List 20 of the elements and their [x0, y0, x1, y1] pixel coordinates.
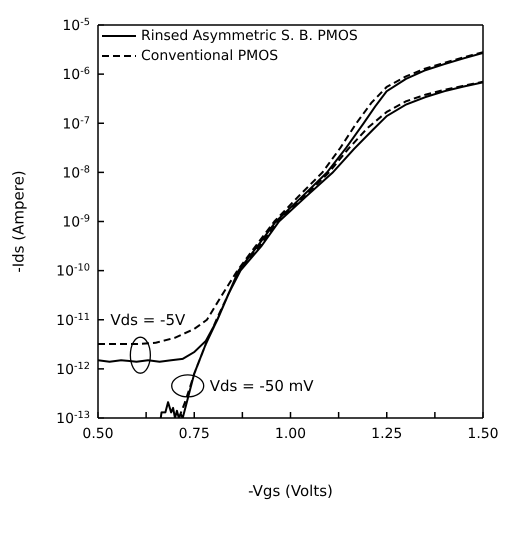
x-tick-label: 0.50 — [82, 426, 114, 442]
y-tick-label: 10$^{-13}$ — [56, 410, 90, 427]
y-tick-label: 10$^{-11}$ — [56, 311, 90, 329]
y-axis-title: -Ids (Ampere) — [9, 170, 28, 273]
y-tick-label: 10$^{-8}$ — [62, 164, 90, 182]
y-tick-label: 10$^{-12}$ — [56, 360, 90, 378]
x-tick-label: 1.25 — [371, 426, 402, 442]
legend-label: Conventional PMOS — [141, 47, 278, 66]
legend-label: Rinsed Asymmetric S. B. PMOS — [141, 27, 358, 46]
annotation: Vds = -50 mV — [210, 376, 314, 395]
y-tick-label: 10$^{-5}$ — [62, 16, 90, 34]
y-tick-label: 10$^{-7}$ — [62, 114, 90, 132]
annotation: Vds = -5V — [110, 311, 186, 330]
x-tick-label: 1.00 — [274, 426, 306, 442]
y-tick-label: 10$^{-10}$ — [56, 262, 90, 280]
y-tick-label: 10$^{-6}$ — [62, 66, 90, 84]
x-axis-title: -Vgs (Volts) — [248, 482, 333, 500]
y-tick-label: 10$^{-9}$ — [62, 213, 90, 230]
x-tick-label: 0.75 — [178, 426, 210, 442]
x-tick-label: 1.50 — [467, 426, 499, 442]
